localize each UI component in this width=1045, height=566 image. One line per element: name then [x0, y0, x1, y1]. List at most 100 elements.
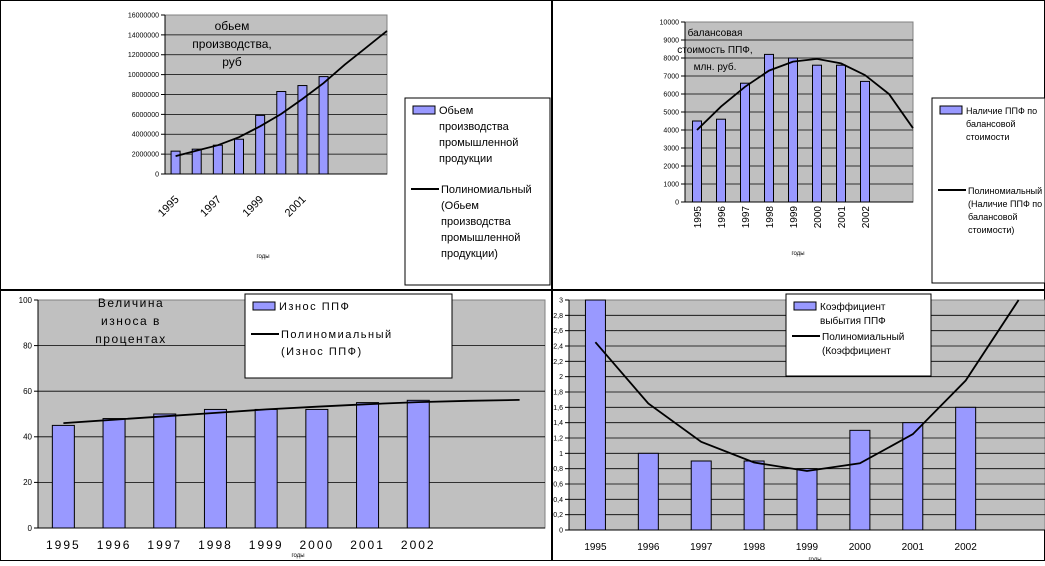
x-tick-label: 2002	[955, 542, 978, 553]
y-tick-label: 8000000	[132, 92, 159, 99]
y-tick-label: 6000000	[132, 112, 159, 119]
legend-trend-label: (Обьем	[441, 200, 479, 212]
x-tick-label: 1998	[743, 542, 766, 553]
legend-label: Износ ППФ	[279, 301, 350, 313]
x-tick-label: 1997	[147, 538, 182, 552]
bar	[955, 406, 977, 531]
y-tick-label: 0,6	[553, 481, 563, 488]
legend-swatch	[793, 301, 817, 311]
chart-title-line: износа в	[101, 314, 161, 328]
bar	[170, 150, 181, 175]
bar	[812, 64, 822, 203]
y-tick-label: 60	[23, 387, 32, 396]
y-tick-label: 6000	[663, 91, 679, 98]
y-tick-label: 20	[23, 478, 32, 487]
y-tick-label: 0,8	[553, 466, 563, 473]
y-tick-label: 1	[559, 451, 563, 458]
x-tick-label: 1997	[690, 542, 713, 553]
y-tick-label: 2000	[663, 163, 679, 170]
legend-trend-label: (Наличие ППФ по	[968, 199, 1042, 209]
y-tick-label: 5000	[663, 109, 679, 116]
y-tick-label: 2000000	[132, 152, 159, 159]
bar	[584, 299, 606, 531]
x-tick-label: 1995	[156, 194, 182, 220]
bar	[796, 468, 818, 531]
y-tick-label: 0	[155, 171, 159, 178]
x-tick-label: 1997	[198, 194, 224, 220]
x-tick-label: 1995	[693, 206, 704, 229]
bar	[860, 80, 870, 203]
x-axis-label: годы	[256, 254, 269, 260]
x-tick-label: 1998	[765, 206, 776, 229]
x-axis-label: годы	[791, 251, 804, 257]
chart-panel-disposal: 0 0,2 0,4 0,6 0,8 1 1,2 1,4 1,6 1,8 2 2,2 2,4 2,6 2,8 3…	[552, 290, 1045, 563]
x-tick-label: 2001	[837, 206, 848, 229]
x-tick-label: 1998	[198, 538, 233, 552]
bar	[849, 429, 871, 531]
y-tick-label: 0	[559, 527, 563, 534]
y-tick-label: 8000	[663, 55, 679, 62]
y-tick-label: 10000000	[128, 72, 159, 79]
y-tick-label: 9000	[663, 37, 679, 44]
y-tick-label: 2,8	[553, 313, 563, 320]
legend-label: выбытия ППФ	[820, 315, 886, 327]
chart-panel-wear: 0 20 40 60 80 100 1995 1996 1997 1998 1999 2000 2001…	[0, 290, 552, 561]
bar	[51, 424, 75, 529]
y-tick-label: 0,4	[553, 497, 563, 504]
bar	[740, 82, 750, 203]
bar	[234, 138, 244, 175]
legend-swatch	[252, 301, 276, 311]
x-axis-label: годы	[291, 553, 304, 559]
bar	[406, 399, 430, 529]
y-tick-label: 0	[28, 524, 33, 533]
y-tick-label: 0,2	[553, 512, 563, 519]
legend-trend-label: Полиномиальный	[968, 186, 1042, 196]
x-tick-label: 2001	[350, 538, 385, 552]
y-tick-label: 0	[675, 199, 679, 206]
bar	[788, 57, 798, 203]
y-tick-label: 4000	[663, 127, 679, 134]
chart-panel-production-volume: 0 2000000 4000000 6000000 8000000 10000000 120…	[0, 0, 552, 290]
legend-label: Коэффициент	[820, 301, 886, 313]
x-tick-label: 1996	[637, 542, 660, 553]
legend-label: продукции	[439, 153, 492, 165]
bar	[203, 408, 227, 529]
legend-trend-label: производства	[441, 216, 512, 228]
bar	[318, 76, 329, 175]
y-tick-label: 100	[19, 296, 33, 305]
bar	[191, 148, 202, 175]
x-tick-label: 2002	[861, 206, 872, 229]
bar	[836, 64, 846, 203]
chart-wear: 0 20 40 60 80 100 1995 1996 1997 1998 1999 2000 2001…	[0, 290, 552, 561]
y-tick-label: 1000	[663, 181, 679, 188]
legend-trend-label: Полиномиальный	[281, 329, 393, 341]
bar	[276, 91, 287, 175]
y-tick-label: 1,6	[553, 405, 563, 412]
y-tick-label: 14000000	[128, 32, 159, 39]
bar	[297, 85, 308, 175]
trendline	[594, 299, 1020, 472]
x-tick-label: 1999	[796, 542, 819, 553]
x-tick-label: 1999	[789, 206, 800, 229]
chart-title-line: обьем	[215, 19, 250, 33]
bar	[690, 460, 712, 531]
chart-title-line: производства,	[192, 37, 271, 51]
x-tick-label: 2001	[283, 194, 309, 220]
y-tick-label: 3000	[663, 145, 679, 152]
legend-box	[244, 293, 453, 379]
x-tick-label: 2000	[813, 206, 824, 229]
x-tick-label: 2000	[299, 538, 334, 552]
bar	[153, 413, 177, 529]
legend-label: Обьем	[439, 105, 473, 117]
bar	[212, 144, 223, 175]
bar	[102, 418, 126, 529]
legend-label: производства	[439, 121, 510, 133]
bar	[255, 114, 266, 175]
y-tick-label: 40	[23, 433, 32, 442]
bar	[764, 53, 774, 203]
y-tick-label: 16000000	[128, 12, 159, 19]
y-tick-label: 7000	[663, 73, 679, 80]
bar	[692, 120, 702, 203]
chart-title-line: процентах	[95, 332, 166, 346]
legend-trend-label: балансовой	[968, 212, 1018, 222]
